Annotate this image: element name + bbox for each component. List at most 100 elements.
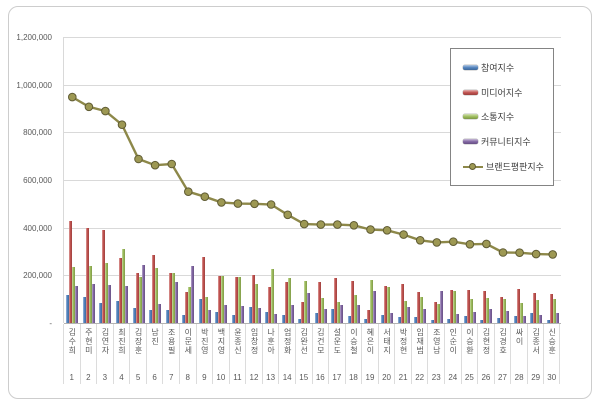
bar-participation	[347, 316, 351, 323]
category-cell: 김수희 1	[63, 324, 80, 384]
legend-item-media: 미디어지수	[463, 86, 549, 99]
bar-participation	[82, 297, 86, 323]
category-cell: 혜은이 19	[361, 324, 378, 384]
gridline	[64, 275, 561, 277]
bar-communication	[271, 269, 275, 323]
category-label: 김종서	[531, 328, 541, 355]
category-rank: 14	[282, 373, 292, 382]
bar-media	[450, 289, 454, 323]
y-axis-tick-label: -	[49, 319, 52, 328]
bar-media	[350, 280, 354, 323]
category-rank: 19	[365, 373, 375, 382]
bar-participation	[397, 317, 401, 323]
category-cell: 김연자 3	[96, 324, 113, 384]
bar-communication	[337, 302, 341, 323]
line-marker	[449, 237, 458, 246]
y-axis-tick-label: 1,000,000	[16, 80, 52, 90]
y-axis-tick-label: 1,200,000	[16, 33, 52, 42]
plot-area	[63, 37, 561, 324]
bar-media	[102, 230, 106, 323]
legend-item-participation: 참여지수	[463, 61, 549, 74]
bar-participation	[513, 315, 517, 323]
bar-community	[356, 304, 360, 323]
line-marker	[465, 240, 475, 249]
category-label: 김완선	[299, 328, 309, 355]
bar-participation	[480, 320, 484, 323]
category-rank: 15	[299, 373, 309, 382]
bar-participation	[99, 303, 103, 323]
bar-media	[201, 256, 205, 323]
category-rank: 10	[216, 373, 226, 382]
bar-media	[234, 277, 238, 323]
bar-participation	[298, 319, 302, 323]
category-cell: 김종서 29	[526, 324, 544, 384]
legend-line-swatch-brand-reputation	[463, 162, 483, 171]
category-label: 김장훈	[134, 328, 144, 355]
bar-participation	[215, 311, 219, 323]
category-cell: 조영남 23	[427, 324, 444, 384]
bar-communication	[254, 283, 258, 323]
category-rank: 8	[185, 373, 190, 382]
category-cell: 김완선 15	[294, 324, 312, 384]
category-rank: 3	[102, 373, 108, 382]
category-label: 싸이	[515, 328, 525, 346]
category-rank: 9	[202, 373, 207, 382]
bar-participation	[447, 319, 451, 323]
bar-communication	[503, 299, 507, 323]
bar-media	[152, 255, 156, 323]
bar-participation	[231, 315, 235, 323]
y-axis-tick-label: 800,000	[23, 128, 52, 138]
bar-participation	[530, 312, 534, 323]
legend: 참여지수 미디어지수 소통지수 커뮤니티지수 브랜드평판지수	[450, 48, 554, 186]
bar-participation	[198, 298, 202, 323]
line-marker	[283, 210, 292, 220]
bar-media	[317, 282, 321, 323]
bar-media	[500, 296, 504, 323]
category-rank: 28	[514, 373, 524, 382]
bar-media	[334, 278, 338, 323]
line-marker	[432, 238, 442, 247]
category-rank: 30	[547, 373, 557, 382]
bar-media	[367, 310, 371, 323]
category-rank: 13	[266, 373, 276, 382]
bar-communication	[88, 265, 92, 323]
category-rank: 11	[233, 373, 242, 382]
bar-participation	[248, 307, 252, 323]
bar-community	[290, 305, 294, 323]
category-rank: 1	[69, 373, 74, 382]
bar-participation	[165, 309, 169, 323]
y-axis-tick-label: 600,000	[23, 176, 52, 185]
gridline	[64, 84, 561, 86]
gridline	[64, 180, 561, 181]
category-label: 이승환	[465, 328, 475, 355]
bar-participation	[265, 311, 269, 323]
line-marker	[167, 159, 176, 169]
bar-media	[417, 292, 421, 323]
bar-community	[323, 308, 327, 323]
category-rank: 27	[498, 373, 507, 382]
bar-community	[207, 310, 211, 323]
bar-media	[284, 281, 288, 323]
category-cell: 엄정화 14	[278, 324, 295, 384]
line-series-layer	[68, 92, 558, 259]
category-rank: 7	[168, 373, 174, 382]
category-cell: 박진영 9	[195, 324, 213, 384]
bar-communication	[72, 266, 76, 323]
category-rank: 17	[332, 373, 342, 382]
bar-participation	[430, 320, 434, 323]
category-cell: 남진 6	[145, 324, 163, 384]
legend-bar-swatch-participation	[463, 64, 478, 70]
category-label: 주현미	[84, 328, 94, 355]
legend-item-communication: 소통지수	[463, 110, 549, 123]
category-rank: 6	[152, 373, 157, 382]
category-label: 조용필	[167, 328, 177, 355]
bar-community	[274, 313, 278, 323]
legend-label-participation: 참여지수	[481, 62, 515, 73]
bar-community	[390, 312, 394, 323]
category-label: 이승철	[349, 328, 359, 355]
bar-media	[549, 294, 553, 323]
category-rank: 20	[382, 373, 391, 382]
legend-item-brand-reputation: 브랜드평판지수	[463, 160, 549, 173]
category-cell: 이승환 25	[460, 324, 478, 384]
bar-community	[506, 311, 510, 323]
